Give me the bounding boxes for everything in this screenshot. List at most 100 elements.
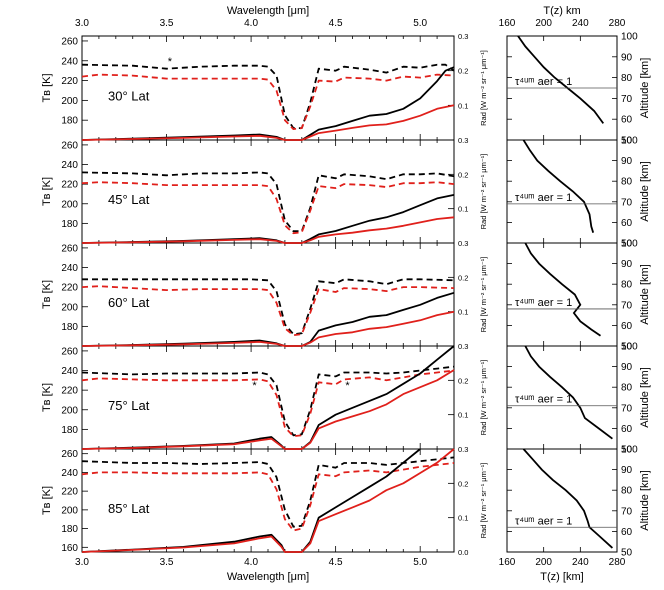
latitude-label: 85° Lat [108,501,150,516]
tb-tick-label: 220 [61,487,78,498]
rad-tick-label: 0.2 [458,376,468,385]
rad-axis-title: Rad [W m⁻² sr⁻¹ μm⁻¹] [479,50,488,126]
altitude-tick-label: 50 [621,342,633,353]
temperature-profile-line [517,35,605,124]
profile-top-tick-label: 240 [572,18,589,29]
bottom-wavelength-tick-label: 3.0 [75,557,89,568]
bottom-wavelength-tick-label: 4.5 [329,557,343,568]
tb-red-dashed-line [81,369,455,438]
rad-tick-label: 0.1 [458,514,468,523]
star-marker: * [345,380,350,392]
altitude-tick-label: 80 [621,486,633,497]
rad-tick-label: 0.1 [458,205,468,214]
tb-axis-title: Tʙ [K] [41,73,53,102]
latitude-label: 45° Lat [108,192,150,207]
tb-axis-title: Tʙ [K] [41,383,53,412]
temperature-profile-line [524,345,613,440]
altitude-tick-label: 60 [621,218,633,229]
altitude-tick-label: 100 [621,342,638,353]
altitude-tick-label: 80 [621,73,633,84]
tb-tick-label: 220 [61,180,78,191]
altitude-tick-label: 100 [621,136,638,147]
aerosol-depth-label: τ⁴ᵘᵐ aer = 1 [515,515,572,527]
profile-bottom-title: T(z) [km] [540,571,583,583]
radiance-black-line [81,66,455,141]
rad-tick-label: 0.2 [458,479,468,488]
tb-axis-title: Tʙ [K] [41,177,53,206]
rad-tick-label: 0.1 [458,411,468,420]
tb-red-dashed-line [81,285,455,337]
tb-tick-label: 200 [61,96,78,107]
tb-tick-label: 180 [61,524,78,535]
top-wavelength-tick-label: 4.0 [244,18,258,29]
radiance-red-line [81,310,455,347]
tb-tick-label: 260 [61,449,78,460]
altitude-axis-title: Altitude [km] [639,161,651,222]
altitude-tick-label: 90 [621,362,633,373]
rad-tick-label: 0.3 [458,445,468,454]
altitude-tick-label: 100 [621,32,638,43]
profile-panel-frame [506,242,618,347]
bottom-wavelength-tick-label: 3.5 [160,557,174,568]
star-marker: * [168,56,173,68]
altitude-tick-label: 100 [621,445,638,456]
radiance-red-line [81,448,455,553]
star-marker: * [252,380,257,392]
tb-red-dashed-line [81,462,455,532]
tb-black-dashed-line [81,456,455,528]
tb-tick-label: 220 [61,283,78,294]
rad-tick-label: 0.2 [458,170,468,179]
tb-tick-label: 260 [61,243,78,254]
altitude-tick-label: 80 [621,280,633,291]
altitude-tick-label: 60 [621,115,633,126]
profile-top-tick-label: 200 [535,18,552,29]
aerosol-depth-label: τ⁴ᵘᵐ aer = 1 [515,192,572,204]
rad-tick-label: 0.3 [458,136,468,145]
tb-tick-label: 200 [61,302,78,313]
profile-top-title: T(z) km [543,5,580,17]
altitude-tick-label: 90 [621,52,633,63]
tb-tick-label: 180 [61,219,78,230]
altitude-tick-label: 60 [621,527,633,538]
rad-tick-label: 0.0 [458,548,468,557]
tb-tick-label: 180 [61,322,78,333]
altitude-axis-title: Altitude [km] [639,470,651,531]
temperature-profile-line [522,139,595,233]
tb-black-dashed-line [81,365,455,437]
altitude-tick-label: 100 [621,239,638,250]
profile-bottom-tick-label: 200 [535,557,552,568]
altitude-axis-title: Altitude [km] [639,264,651,325]
rad-tick-label: 0.2 [458,273,468,282]
altitude-axis-title: Altitude [km] [639,58,651,119]
tb-tick-label: 160 [61,543,78,554]
tb-tick-label: 240 [61,468,78,479]
latitude-label: 30° Lat [108,88,150,103]
tb-tick-label: 240 [61,160,78,171]
profile-bottom-tick-label: 280 [609,557,626,568]
altitude-tick-label: 60 [621,321,633,332]
radiance-red-line [81,369,455,450]
rad-tick-label: 0.2 [458,67,468,76]
rad-tick-label: 0.3 [458,32,468,41]
top-axis-title: Wavelength [μm] [227,5,309,17]
radiance-black-line [81,291,455,347]
bottom-axis-title: Wavelength [μm] [227,571,309,583]
altitude-tick-label: 50 [621,445,633,456]
tb-tick-label: 240 [61,56,78,67]
tb-red-dashed-line [81,181,455,235]
rad-tick-label: 0.1 [458,101,468,110]
tb-black-dashed-line [82,278,455,336]
profile-bottom-tick-label: 240 [572,557,589,568]
temperature-profile-line [522,448,614,549]
rad-axis-title: Rad [W m⁻² sr⁻¹ μm⁻¹] [479,463,488,539]
aerosol-depth-label: τ⁴ᵘᵐ aer = 1 [515,76,572,88]
altitude-tick-label: 50 [621,239,633,250]
top-wavelength-tick-label: 3.0 [75,18,89,29]
tb-tick-label: 200 [61,405,78,416]
rad-axis-title: Rad [W m⁻² sr⁻¹ μm⁻¹] [479,257,488,333]
altitude-tick-label: 90 [621,465,633,476]
altitude-axis-title: Altitude [km] [639,367,651,428]
altitude-tick-label: 70 [621,506,633,517]
tb-black-dashed-line [81,63,455,129]
